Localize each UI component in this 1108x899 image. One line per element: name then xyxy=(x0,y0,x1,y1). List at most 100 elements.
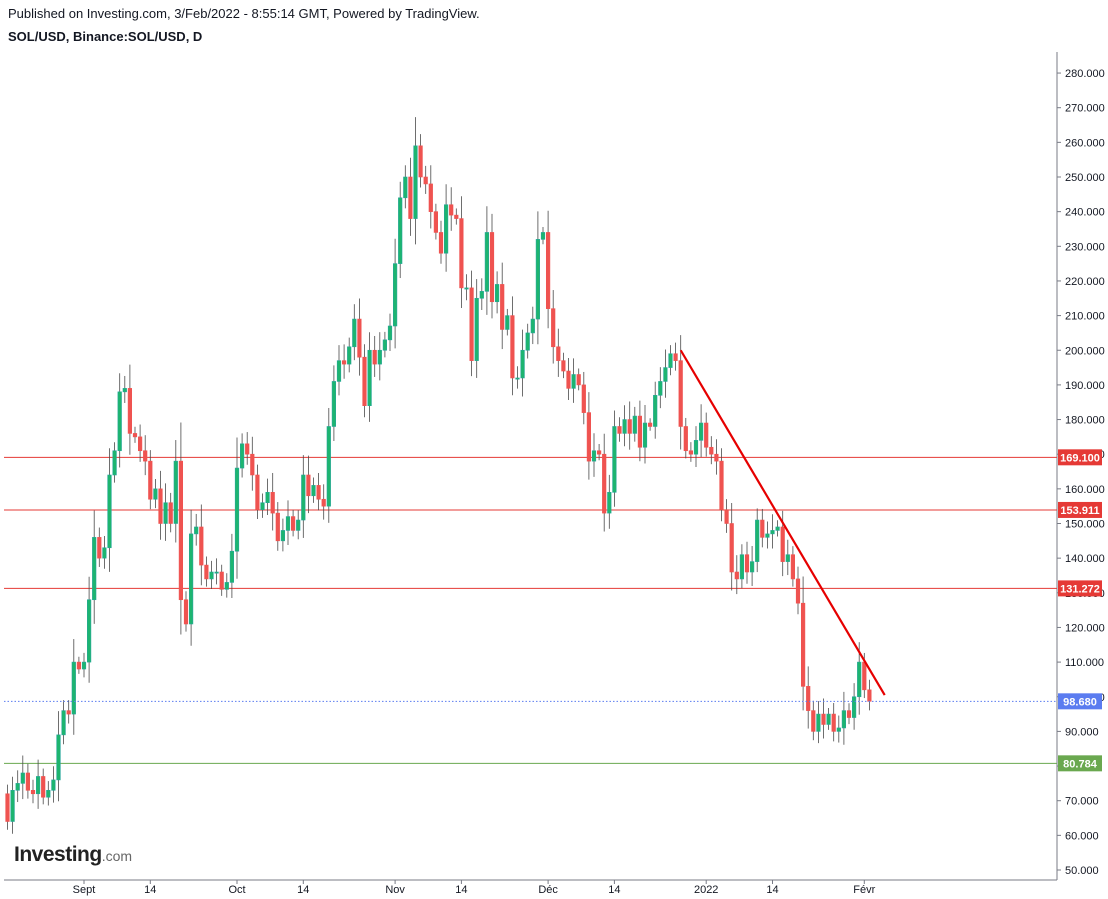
candle-up xyxy=(841,710,846,729)
candle-down xyxy=(270,492,275,514)
candle-down xyxy=(780,526,785,562)
candle-up xyxy=(15,783,20,791)
candle-up xyxy=(857,661,862,698)
candle-up xyxy=(35,776,41,795)
y-tick-label: 230.000 xyxy=(1065,241,1105,253)
candle-down xyxy=(132,433,138,438)
level-price-tag xyxy=(1058,449,1102,466)
candle-up xyxy=(642,422,648,448)
candle-up xyxy=(535,239,540,320)
candle-up xyxy=(775,526,780,531)
candle-up xyxy=(663,367,668,382)
y-tick-label: 60.000 xyxy=(1065,830,1099,842)
candle-up xyxy=(653,394,658,427)
candle-down xyxy=(255,474,260,510)
y-tick-label: 140.000 xyxy=(1065,553,1105,565)
candle-up xyxy=(280,530,286,542)
candle-up xyxy=(301,474,306,521)
candle-up xyxy=(479,291,484,299)
candle-down xyxy=(581,384,586,413)
candle-down xyxy=(290,516,296,531)
candle-down xyxy=(586,412,591,462)
candle-down xyxy=(795,578,801,604)
candle-up xyxy=(102,547,107,559)
candle-up xyxy=(698,422,704,441)
candle-down xyxy=(66,710,71,715)
candle-up xyxy=(530,318,535,334)
candle-up xyxy=(591,450,597,462)
candle-up xyxy=(194,526,199,535)
candle-down xyxy=(158,488,163,524)
candle-up xyxy=(107,474,112,549)
level-price-label: 80.784 xyxy=(1063,758,1098,770)
candle-down xyxy=(219,571,224,590)
candle-up xyxy=(612,426,617,493)
candle-down xyxy=(306,474,311,497)
x-tick-label: 14 xyxy=(144,884,156,896)
candle-down xyxy=(25,772,31,791)
candle-down xyxy=(148,460,153,500)
y-tick-label: 240.000 xyxy=(1065,207,1105,219)
logo-suffix: .com xyxy=(101,848,133,864)
candle-down xyxy=(250,453,255,476)
candle-down xyxy=(183,599,189,625)
candle-up xyxy=(265,492,270,504)
candle-down xyxy=(602,453,607,514)
candle-up xyxy=(770,530,775,535)
y-tick-label: 260.000 xyxy=(1065,137,1105,149)
candle-down xyxy=(489,232,495,303)
candle-up xyxy=(71,661,76,715)
candle-down xyxy=(321,498,326,507)
candle-down xyxy=(143,450,148,462)
candle-up xyxy=(336,360,342,382)
candle-down xyxy=(714,453,719,462)
candle-up xyxy=(851,696,857,718)
candle-down xyxy=(867,689,872,702)
candle-up xyxy=(163,502,168,524)
candle-down xyxy=(800,602,806,687)
candle-down xyxy=(41,776,46,798)
last-price-tag xyxy=(1058,693,1102,710)
candle-up xyxy=(87,599,92,663)
trend-line[interactable] xyxy=(679,349,886,696)
candle-up xyxy=(122,388,127,393)
candle-down xyxy=(704,422,709,448)
candle-up xyxy=(367,349,372,406)
candle-up xyxy=(515,377,520,380)
candle-up xyxy=(668,353,673,368)
candle-up xyxy=(377,349,382,365)
y-tick-label: 180.000 xyxy=(1065,415,1105,427)
candle-down xyxy=(275,512,280,542)
candle-down xyxy=(459,218,464,289)
candle-up xyxy=(464,287,469,290)
candle-up xyxy=(520,349,525,379)
candle-down xyxy=(806,686,811,711)
candle-down xyxy=(316,485,321,500)
candle-down xyxy=(617,426,622,434)
candle-up xyxy=(387,325,393,341)
y-tick-label: 280.000 xyxy=(1065,68,1105,80)
candle-down xyxy=(418,145,423,178)
candle-down xyxy=(744,554,750,573)
candle-down xyxy=(831,713,836,732)
y-tick-label: 110.000 xyxy=(1065,657,1104,669)
candle-up xyxy=(693,440,699,455)
candle-up xyxy=(92,537,97,601)
investing-logo: Investing.com xyxy=(14,843,132,867)
candle-up xyxy=(607,492,612,514)
candle-down xyxy=(862,661,867,691)
candle-down xyxy=(596,450,602,455)
candle-up xyxy=(331,381,337,427)
candle-up xyxy=(61,710,66,736)
y-tick-label: 160.000 xyxy=(1065,484,1105,496)
candle-up xyxy=(173,460,178,524)
x-tick-label: Déc xyxy=(538,884,558,896)
candle-down xyxy=(719,460,724,510)
candle-up xyxy=(56,734,61,781)
candle-down xyxy=(734,571,739,580)
y-tick-label: 270.000 xyxy=(1065,103,1105,115)
candle-down xyxy=(688,450,693,455)
x-tick-label: Oct xyxy=(228,884,245,896)
candle-up xyxy=(311,485,316,497)
